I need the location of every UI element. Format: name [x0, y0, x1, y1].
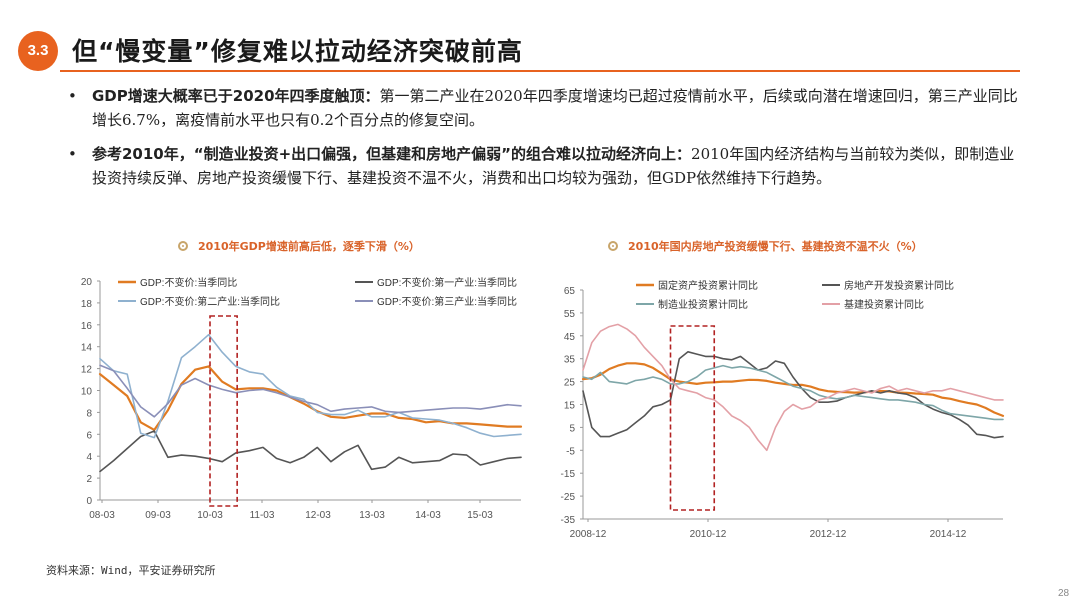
c2-y-tick-label: -25 [561, 492, 576, 503]
bullet-item: • 参考2010年，“制造业投资+出口偏强，但基建和房地产偏弱”的组合难以拉动经… [62, 142, 1020, 190]
c1-y-tick-label: 16 [81, 321, 93, 332]
c2-y-tick-label: 5 [569, 423, 575, 434]
c1-legend-label: GDP:不变价:第三产业:当季同比 [377, 295, 517, 308]
c2-y-tick-label: 15 [564, 401, 576, 412]
bullet-item: • GDP增速大概率已于2020年四季度触顶：第一第二产业在2020年四季度增速… [62, 84, 1020, 132]
c2-y-tick-label: 65 [564, 286, 576, 297]
c1-x-tick-label: 14-03 [415, 510, 441, 521]
bullet-list: • GDP增速大概率已于2020年四季度触顶：第一第二产业在2020年四季度增速… [62, 84, 1020, 200]
c2-y-tick-label: 45 [564, 332, 576, 343]
chart-2-title-text: 2010年国内房地产投资缓慢下行、基建投资不温不火（%） [628, 240, 923, 253]
c1-legend-label: GDP:不变价:当季同比 [140, 276, 237, 289]
c2-x-tick-label: 2012-12 [810, 529, 847, 540]
c2-x-tick-label: 2008-12 [570, 529, 607, 540]
source-note: 资料来源：Wind，平安证券研究所 [46, 564, 216, 577]
c2-y-tick-label: -35 [561, 515, 576, 526]
c1-x-tick-label: 09-03 [145, 510, 171, 521]
c1-x-tick-label: 13-03 [359, 510, 385, 521]
c2-series-line-3 [582, 323, 1004, 452]
c2-y-tick-label: 35 [564, 355, 576, 366]
chart-1-title: 2010年GDP增速前高后低，逐季下滑（%） [178, 238, 420, 254]
c2-x-tick-label: 2010-12 [690, 529, 727, 540]
c1-series-line-2 [99, 333, 522, 439]
c1-x-tick-label: 12-03 [305, 510, 331, 521]
c1-series-line-3 [99, 364, 522, 418]
c1-series-line-0 [98, 365, 523, 431]
c1-y-tick-label: 14 [81, 343, 93, 354]
chart-1-title-text: 2010年GDP增速前高后低，逐季下滑（%） [198, 240, 420, 253]
c2-y-tick-label: 25 [564, 378, 576, 389]
c2-y-tick-label: -15 [561, 469, 576, 480]
c1-y-tick-label: 4 [86, 452, 92, 463]
bullet-ring-icon [608, 241, 618, 251]
c2-y-tick-label: 55 [564, 309, 576, 320]
c2-y-tick-label: -5 [566, 446, 575, 457]
c1-y-tick-label: 20 [81, 277, 93, 288]
bullet-heading: GDP增速大概率已于2020年四季度触顶： [92, 87, 380, 105]
c2-series-line-0 [581, 362, 1005, 417]
c1-y-tick-label: 2 [86, 474, 92, 485]
c1-x-tick-label: 08-03 [89, 510, 115, 521]
c2-legend-label: 房地产开发投资累计同比 [844, 279, 954, 292]
c1-y-tick-label: 12 [81, 365, 93, 376]
title-divider [60, 70, 1020, 72]
c2-highlight-box [669, 325, 716, 511]
page-title: 但“慢变量”修复难以拉动经济突破前高 [72, 37, 523, 66]
c1-x-tick-label: 11-03 [250, 510, 275, 521]
page-number: 28 [1058, 588, 1070, 599]
c1-y-tick-label: 8 [86, 408, 92, 419]
c2-x-tick-label: 2014-12 [930, 529, 967, 540]
bullet-dot: • [68, 87, 77, 105]
c2-legend-label: 制造业投资累计同比 [658, 298, 748, 311]
bullet-dot: • [68, 145, 77, 163]
c2-legend-label: 固定资产投资累计同比 [658, 279, 758, 292]
c2-series-line-2 [582, 364, 1004, 421]
c1-y-tick-label: 18 [81, 299, 93, 310]
c1-y-tick-label: 0 [86, 496, 92, 507]
c1-highlight-box [209, 315, 238, 507]
c1-y-tick-label: 6 [86, 430, 92, 441]
bullet-text: 2010年国内经济结构与当前较为类似，即制造业投资持续反弹、房地产投资缓慢下行、… [92, 145, 1015, 187]
c2-series-line-1 [582, 350, 1004, 439]
c2-legend-label: 基建投资累计同比 [844, 298, 924, 311]
chart-2-title: 2010年国内房地产投资缓慢下行、基建投资不温不火（%） [608, 238, 923, 254]
bullet-heading: 参考2010年，“制造业投资+出口偏强，但基建和房地产偏弱”的组合难以拉动经济向… [92, 145, 692, 163]
c1-x-tick-label: 10-03 [197, 510, 223, 521]
section-number-badge: 3.3 [18, 31, 58, 71]
bullet-ring-icon [178, 241, 188, 251]
c1-x-tick-label: 15-03 [467, 510, 493, 521]
bullet-text: 第一第二产业在2020年四季度增速均已超过疫情前水平，后续或向潜在增速回归，第三… [92, 87, 1018, 129]
c1-series-line-1 [99, 430, 522, 473]
c1-y-tick-label: 10 [81, 387, 93, 398]
c1-legend-label: GDP:不变价:第二产业:当季同比 [140, 295, 280, 308]
c1-legend-label: GDP:不变价:第一产业:当季同比 [377, 276, 517, 289]
